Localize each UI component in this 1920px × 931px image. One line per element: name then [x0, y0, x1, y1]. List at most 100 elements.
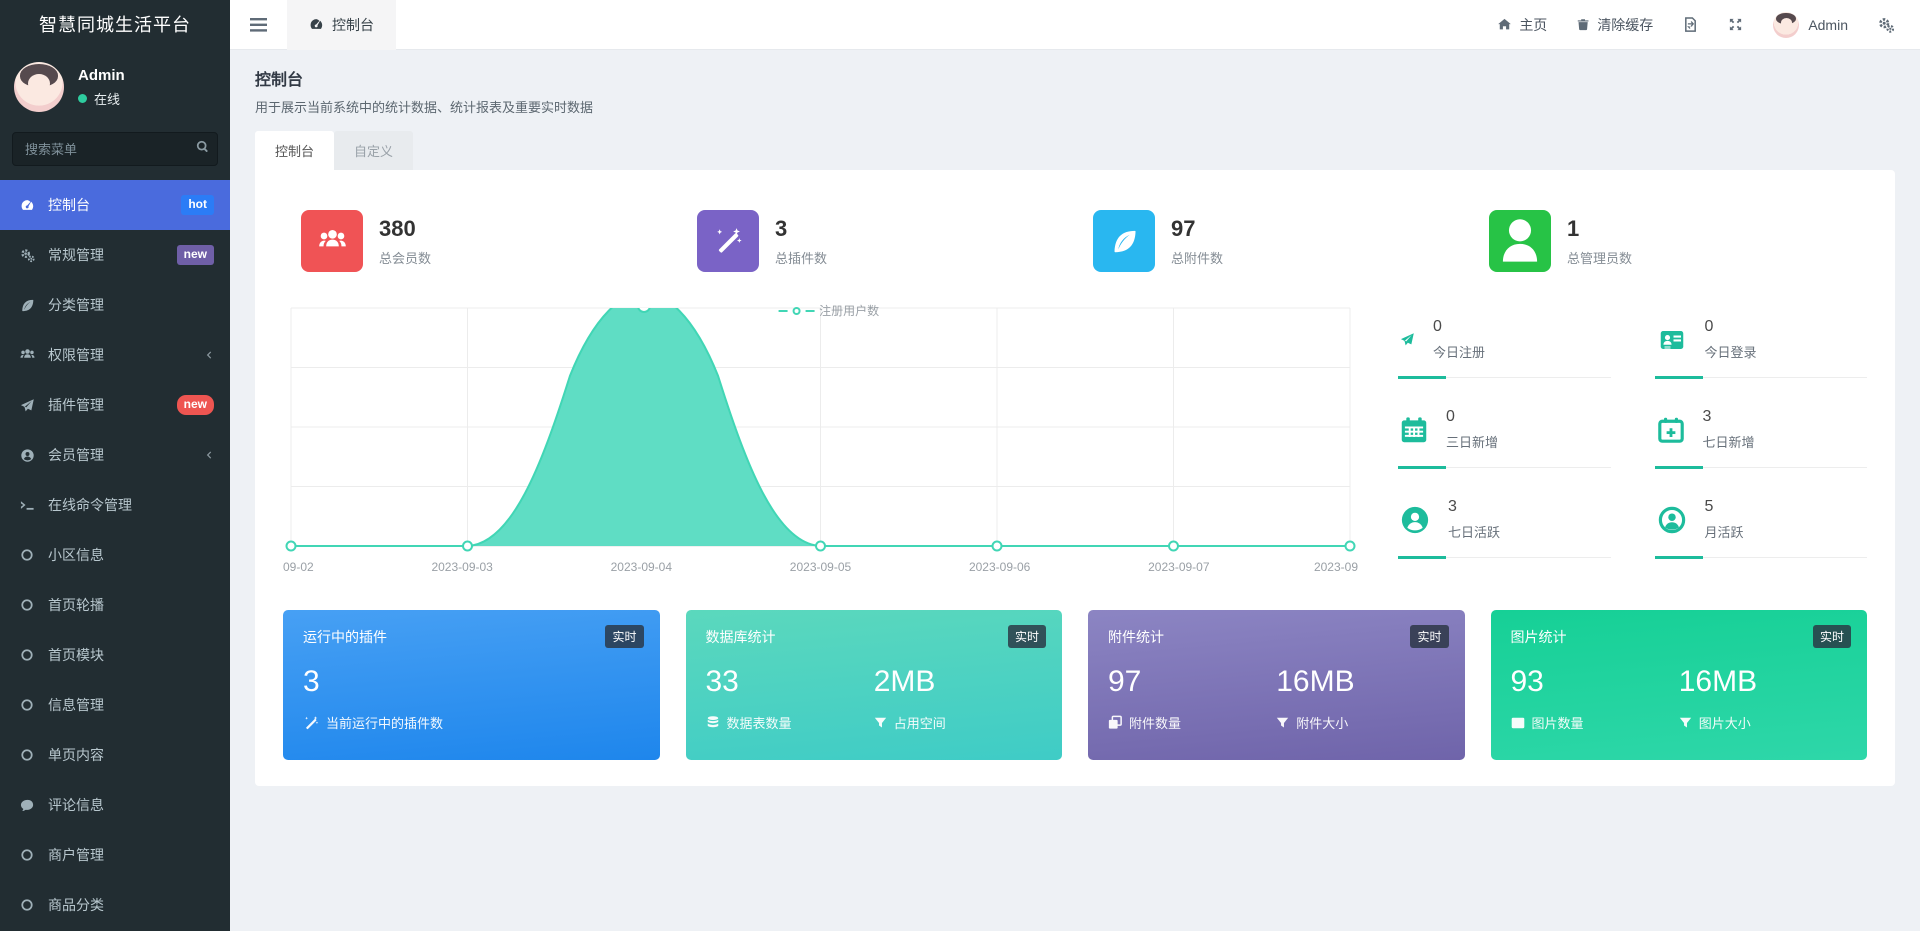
dashboard-icon [18, 198, 36, 213]
sidebar-item-14[interactable]: 商户管理 [0, 830, 230, 880]
circle-icon [18, 748, 36, 762]
image-icon [1511, 716, 1525, 730]
mini-stat-value: 3 [1702, 408, 1712, 425]
chart-canvas [285, 307, 1356, 552]
x-tick-label: 2023-09-04 [610, 560, 673, 574]
sidebar-item-2[interactable]: 常规管理 new [0, 230, 230, 280]
app-title: 智慧同城生活平台 [39, 15, 191, 35]
sidebar-item-13[interactable]: 评论信息 [0, 780, 230, 830]
mini-stat-1: 0 今日注册 [1398, 312, 1611, 379]
online-dot-icon [78, 93, 87, 103]
tab-dashboard[interactable]: 控制台 [287, 0, 396, 50]
stat-label: 总附件数 [1171, 250, 1224, 266]
card-metric-value: 3 [303, 665, 320, 698]
content-tab-2[interactable]: 自定义 [334, 131, 414, 170]
filter-icon [1276, 716, 1289, 730]
sidebar-item-label: 控制台 [48, 197, 90, 213]
chart-legend[interactable]: 注册用户数 [778, 302, 879, 319]
realtime-badge: 实时 [605, 625, 644, 648]
stat-label: 总管理员数 [1567, 250, 1633, 266]
tab-dashboard-label: 控制台 [332, 16, 374, 33]
navbar-clear-cache-label: 清除缓存 [1597, 16, 1654, 33]
calendar-icon [1400, 416, 1428, 444]
mini-stat-value: 3 [1448, 498, 1457, 515]
chevron-left-icon [204, 449, 214, 461]
content-tab-1[interactable]: 控制台 [255, 131, 335, 170]
mini-stat-5: 3 七日活跃 [1398, 492, 1611, 559]
navbar-fullscreen[interactable] [1728, 17, 1743, 32]
realtime-cards-row: 运行中的插件 实时 3 当前运行中的插件数 数据库统计 实时 33 数据表数量 2M… [283, 610, 1867, 760]
mini-stat-3: 0 三日新增 [1398, 402, 1611, 469]
terminal-icon [18, 498, 36, 513]
sidebar-item-label: 商户管理 [48, 847, 104, 863]
card-metric-value: 33 [705, 665, 739, 698]
dashboard-icon [309, 17, 324, 32]
magic-icon [697, 210, 759, 272]
sidebar-item-10[interactable]: 首页模块 [0, 630, 230, 680]
sidebar-item-label: 首页模块 [48, 647, 104, 663]
search-input[interactable] [12, 132, 218, 166]
card-title: 运行中的插件 [303, 629, 387, 645]
sidebar-menu: 控制台 hot 常规管理 new 分类管理 权限管理 插件管理 new 会员管理在线命令管理小区… [0, 180, 230, 930]
mini-stat-label: 七日新增 [1702, 435, 1755, 450]
card-metric-value: 16MB [1276, 665, 1355, 698]
users-icon [301, 210, 363, 272]
sidebar-toggle-icon[interactable] [230, 17, 287, 32]
sidebar-item-7[interactable]: 在线命令管理 [0, 480, 230, 530]
file-switch-icon [1683, 17, 1698, 32]
stat-label: 总会员数 [379, 250, 432, 266]
id-card-icon [1657, 328, 1687, 352]
navbar-home[interactable]: 主页 [1497, 15, 1547, 35]
card-metric-label: 附件大小 [1296, 716, 1349, 731]
sidebar-item-3[interactable]: 分类管理 [0, 280, 230, 330]
sidebar-item-5[interactable]: 插件管理 new [0, 380, 230, 430]
card-metric-value: 2MB [873, 665, 936, 698]
sidebar-item-4[interactable]: 权限管理 [0, 330, 230, 380]
realtime-card-1: 运行中的插件 实时 3 当前运行中的插件数 [283, 610, 660, 760]
realtime-card-3: 附件统计 实时 97 附件数量 16MB 附件大小 [1088, 610, 1465, 760]
mini-stat-value: 0 [1446, 408, 1455, 425]
realtime-card-4: 图片统计 实时 93 图片数量 16MB 图片大小 [1490, 610, 1867, 760]
sidebar-item-15[interactable]: 商品分类 [0, 880, 230, 930]
x-tick-label: 2023-09 [1313, 560, 1358, 574]
sidebar-item-label: 评论信息 [48, 797, 104, 813]
legend-line-icon [778, 309, 788, 312]
legend-circle-icon [792, 306, 801, 315]
circle-icon [18, 648, 36, 662]
sidebar-item-11[interactable]: 信息管理 [0, 680, 230, 730]
mini-stat-label: 今日注册 [1433, 345, 1486, 360]
realtime-card-2: 数据库统计 实时 33 数据表数量 2MB 占用空间 [685, 610, 1062, 760]
circle-icon [18, 548, 36, 562]
main-content: 控制台 用于展示当前系统中的统计数据、统计报表及重要实时数据 控制台 自定义 38… [230, 50, 1920, 931]
sidebar-item-1[interactable]: 控制台 hot [0, 180, 230, 230]
clone-icon [1108, 715, 1122, 730]
search-icon[interactable] [196, 140, 210, 154]
navbar-clear-cache[interactable]: 清除缓存 [1577, 15, 1653, 35]
user-circle-icon [18, 448, 36, 463]
stat-card-4: 1 总管理员数 [1471, 210, 1867, 272]
user-avatar [14, 62, 64, 112]
sidebar-item-8[interactable]: 小区信息 [0, 530, 230, 580]
card-metric-label: 数据表数量 [726, 716, 792, 731]
content-tabs: 控制台 自定义 [255, 131, 1895, 170]
sidebar-item-label: 小区信息 [48, 547, 104, 563]
card-metric-value: 16MB [1678, 665, 1758, 698]
x-tick-label: 09-02 [283, 560, 314, 574]
user-panel: Admin 在线 [0, 50, 230, 128]
realtime-badge: 实时 [1812, 625, 1851, 648]
sidebar-item-6[interactable]: 会员管理 [0, 430, 230, 480]
stat-value: 380 [379, 215, 416, 241]
sidebar-item-9[interactable]: 首页轮播 [0, 580, 230, 630]
mini-stat-value: 5 [1704, 498, 1714, 515]
filter-icon [1679, 716, 1692, 730]
navbar-switch[interactable] [1683, 17, 1698, 32]
rocket-icon [18, 398, 36, 413]
sidebar-item-12[interactable]: 单页内容 [0, 730, 230, 780]
stat-value: 1 [1567, 215, 1580, 241]
navbar-user[interactable]: Admin [1773, 11, 1848, 38]
navbar-settings[interactable] [1878, 17, 1894, 33]
home-icon [1497, 18, 1512, 32]
mini-stat-value: 0 [1704, 318, 1714, 335]
sidebar-item-label: 会员管理 [48, 447, 104, 463]
realtime-badge: 实时 [1007, 625, 1046, 648]
